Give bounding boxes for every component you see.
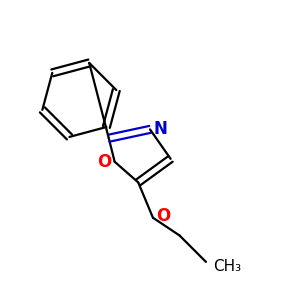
Text: CH₃: CH₃ (213, 259, 242, 274)
Text: O: O (97, 153, 112, 171)
Text: N: N (153, 120, 167, 138)
Text: O: O (156, 207, 170, 225)
